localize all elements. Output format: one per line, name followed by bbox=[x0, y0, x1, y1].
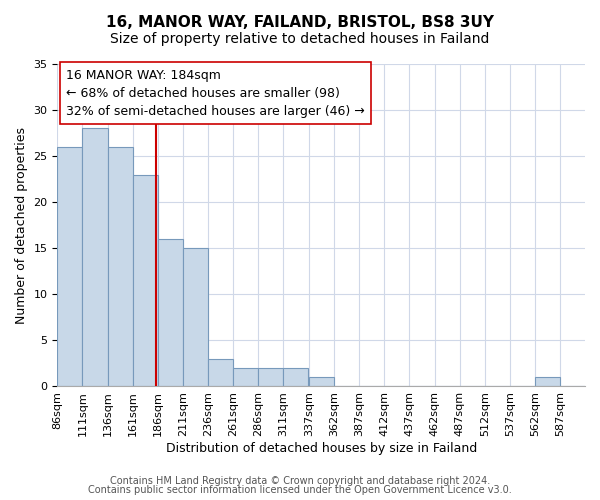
Bar bbox=[258, 368, 283, 386]
Bar bbox=[158, 239, 183, 386]
Bar bbox=[107, 147, 133, 386]
Text: Size of property relative to detached houses in Failand: Size of property relative to detached ho… bbox=[110, 32, 490, 46]
Bar bbox=[58, 147, 82, 386]
Bar bbox=[283, 368, 308, 386]
Text: Contains HM Land Registry data © Crown copyright and database right 2024.: Contains HM Land Registry data © Crown c… bbox=[110, 476, 490, 486]
Text: Contains public sector information licensed under the Open Government Licence v3: Contains public sector information licen… bbox=[88, 485, 512, 495]
X-axis label: Distribution of detached houses by size in Failand: Distribution of detached houses by size … bbox=[166, 442, 477, 455]
Bar bbox=[82, 128, 107, 386]
Text: 16 MANOR WAY: 184sqm
← 68% of detached houses are smaller (98)
32% of semi-detac: 16 MANOR WAY: 184sqm ← 68% of detached h… bbox=[67, 68, 365, 117]
Text: 16, MANOR WAY, FAILAND, BRISTOL, BS8 3UY: 16, MANOR WAY, FAILAND, BRISTOL, BS8 3UY bbox=[106, 15, 494, 30]
Bar bbox=[183, 248, 208, 386]
Bar bbox=[208, 359, 233, 386]
Bar bbox=[133, 174, 158, 386]
Bar bbox=[535, 377, 560, 386]
Bar bbox=[233, 368, 258, 386]
Bar bbox=[309, 377, 334, 386]
Y-axis label: Number of detached properties: Number of detached properties bbox=[15, 126, 28, 324]
